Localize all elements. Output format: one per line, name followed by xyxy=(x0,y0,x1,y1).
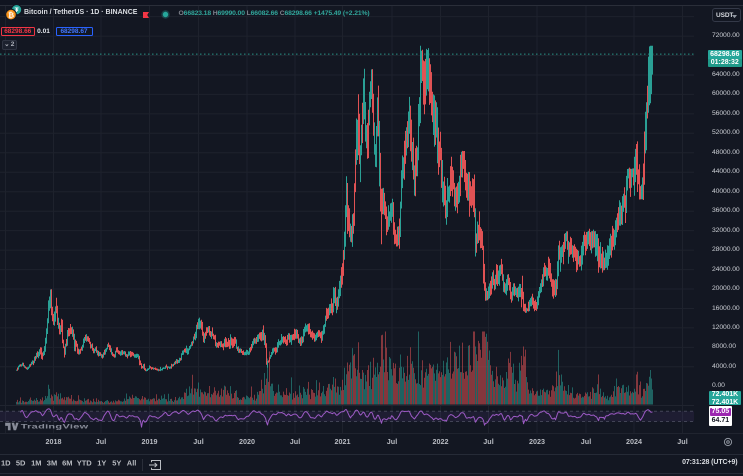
svg-text:₿: ₿ xyxy=(8,10,14,19)
svg-text:TradingView: TradingView xyxy=(21,423,89,430)
svg-text:₮: ₮ xyxy=(15,7,19,14)
